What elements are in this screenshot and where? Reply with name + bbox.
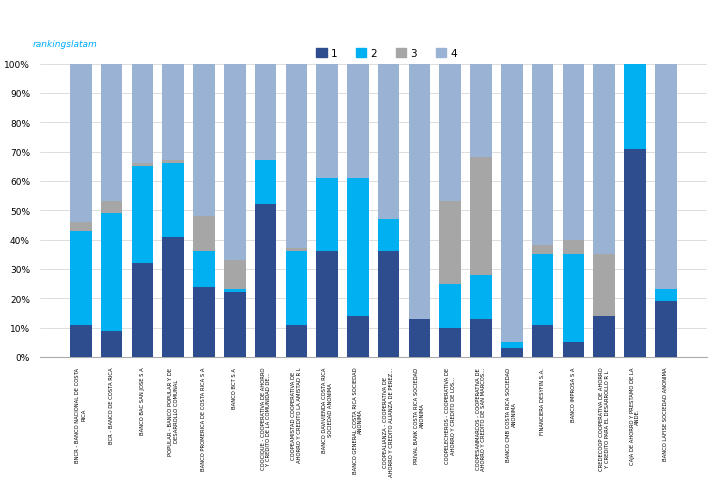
Bar — [101, 64, 122, 202]
Bar — [70, 64, 92, 223]
Bar — [316, 64, 338, 179]
Bar — [101, 202, 122, 214]
Bar — [162, 237, 184, 357]
Bar — [562, 240, 584, 255]
Bar — [378, 64, 400, 219]
Bar — [193, 287, 215, 357]
Bar — [347, 64, 369, 179]
Bar — [132, 64, 153, 164]
Text: rankingslatam: rankingslatam — [33, 39, 98, 48]
Bar — [378, 252, 400, 357]
Bar — [224, 261, 245, 290]
Bar — [70, 231, 92, 325]
Bar — [70, 325, 92, 357]
Bar — [655, 290, 676, 301]
Bar — [316, 179, 338, 252]
Bar — [193, 64, 215, 216]
Bar — [255, 64, 277, 161]
Bar — [193, 252, 215, 287]
Bar — [101, 331, 122, 357]
Bar — [132, 264, 153, 357]
Bar — [409, 319, 430, 357]
Legend: 1, 2, 3, 4: 1, 2, 3, 4 — [312, 45, 461, 63]
Bar — [162, 161, 184, 164]
Bar — [409, 64, 430, 319]
Bar — [532, 255, 553, 325]
Bar — [439, 284, 461, 328]
Bar — [132, 164, 153, 167]
Bar — [439, 202, 461, 284]
Bar — [439, 328, 461, 357]
Bar — [224, 64, 245, 261]
Bar — [624, 149, 646, 357]
Bar — [347, 316, 369, 357]
Bar — [286, 252, 307, 325]
Bar — [255, 161, 277, 205]
Bar — [501, 348, 523, 357]
Bar — [532, 64, 553, 246]
Bar — [655, 301, 676, 357]
Bar — [470, 64, 492, 158]
Bar — [501, 343, 523, 348]
Bar — [162, 164, 184, 237]
Bar — [70, 223, 92, 231]
Bar — [193, 216, 215, 252]
Bar — [132, 167, 153, 264]
Bar — [162, 64, 184, 161]
Bar — [562, 64, 584, 240]
Bar — [224, 293, 245, 357]
Bar — [470, 319, 492, 357]
Bar — [562, 255, 584, 343]
Bar — [655, 64, 676, 290]
Bar — [501, 64, 523, 343]
Bar — [594, 255, 615, 316]
Bar — [624, 64, 646, 149]
Bar — [286, 325, 307, 357]
Bar — [439, 64, 461, 202]
Bar — [101, 214, 122, 331]
Bar — [378, 219, 400, 252]
Bar — [562, 343, 584, 357]
Bar — [594, 316, 615, 357]
Bar — [532, 246, 553, 255]
Bar — [286, 64, 307, 249]
Bar — [255, 205, 277, 357]
Bar — [347, 179, 369, 316]
Bar — [532, 325, 553, 357]
Bar — [224, 290, 245, 293]
Bar — [470, 275, 492, 319]
Bar — [594, 64, 615, 255]
Bar — [470, 158, 492, 275]
Bar — [286, 249, 307, 252]
Bar — [316, 252, 338, 357]
